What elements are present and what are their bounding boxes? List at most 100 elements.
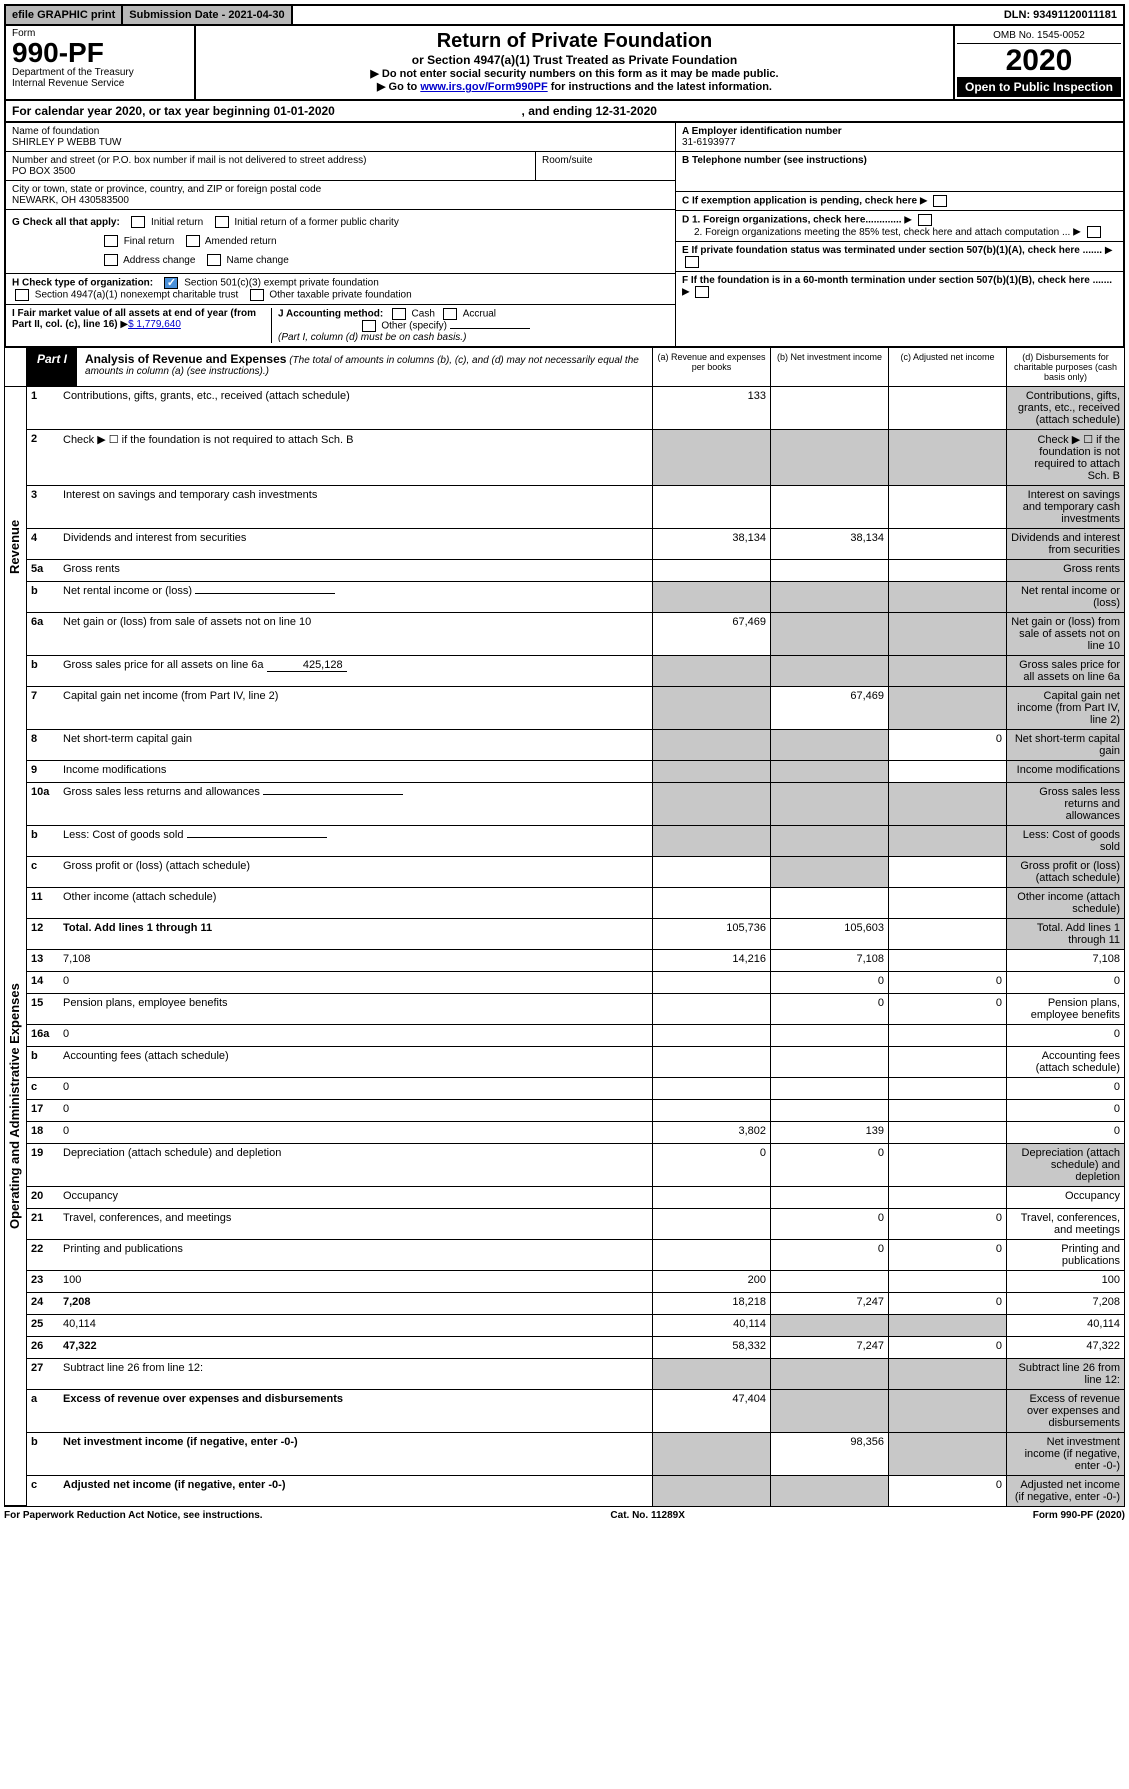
cell-b: 38,134 xyxy=(770,529,888,559)
checkbox-d1[interactable] xyxy=(918,214,932,226)
row-desc: Net gain or (loss) from sale of assets n… xyxy=(59,613,652,655)
checkbox-initial-return[interactable] xyxy=(131,216,145,228)
checkbox-c[interactable] xyxy=(933,195,947,207)
inline-field[interactable] xyxy=(187,837,327,838)
cell-c xyxy=(888,582,1006,612)
row-desc: Net investment income (if negative, ente… xyxy=(59,1433,652,1475)
table-row: 10aGross sales less returns and allowanc… xyxy=(27,783,1124,826)
checkbox-cash[interactable] xyxy=(392,308,406,320)
cell-b xyxy=(770,486,888,528)
e-label: E If private foundation status was termi… xyxy=(682,245,1102,256)
table-row: c00 xyxy=(27,1078,1124,1100)
i-value-link[interactable]: $ 1,779,640 xyxy=(128,319,181,330)
e-cell: E If private foundation status was termi… xyxy=(676,242,1123,272)
cell-a xyxy=(652,972,770,993)
cell-a xyxy=(652,1240,770,1270)
checkbox-accrual[interactable] xyxy=(443,308,457,320)
g-opt-4: Address change xyxy=(123,255,195,266)
j-other-field[interactable] xyxy=(450,328,530,329)
cell-d: Pension plans, employee benefits xyxy=(1006,994,1124,1024)
inline-field[interactable] xyxy=(195,593,335,594)
cell-d: 0 xyxy=(1006,1100,1124,1121)
cell-c xyxy=(888,950,1006,971)
efile-print-button[interactable]: efile GRAPHIC print xyxy=(6,6,123,24)
row-num: 12 xyxy=(27,919,59,949)
cell-a xyxy=(652,888,770,918)
checkbox-final-return[interactable] xyxy=(104,235,118,247)
row-desc: 7,108 xyxy=(59,950,652,971)
checkbox-4947[interactable] xyxy=(15,289,29,301)
cell-b: 0 xyxy=(770,1209,888,1239)
checkbox-other-taxable[interactable] xyxy=(250,289,264,301)
info-block: Name of foundation SHIRLEY P WEBB TUW Nu… xyxy=(4,123,1125,348)
cell-a xyxy=(652,656,770,686)
cell-d: Accounting fees (attach schedule) xyxy=(1006,1047,1124,1077)
h-opt-1: Section 501(c)(3) exempt private foundat… xyxy=(184,278,379,289)
row-num: 4 xyxy=(27,529,59,559)
cell-c: 0 xyxy=(888,1209,1006,1239)
cell-a: 47,404 xyxy=(652,1390,770,1432)
cell-a xyxy=(652,430,770,485)
checkbox-e[interactable] xyxy=(685,256,699,268)
checkbox-address-change[interactable] xyxy=(104,254,118,266)
g-opt-3: Amended return xyxy=(205,236,277,247)
checkbox-initial-former[interactable] xyxy=(215,216,229,228)
row-desc: Other income (attach schedule) xyxy=(59,888,652,918)
j-accrual: Accrual xyxy=(463,309,496,320)
cell-a xyxy=(652,994,770,1024)
g-label: G Check all that apply: xyxy=(12,217,120,228)
footer-left: For Paperwork Reduction Act Notice, see … xyxy=(4,1510,263,1521)
row-num: 16a xyxy=(27,1025,59,1046)
cell-d: Interest on savings and temporary cash i… xyxy=(1006,486,1124,528)
row-desc: 0 xyxy=(59,1122,652,1143)
inline-field[interactable] xyxy=(263,794,403,795)
cell-c xyxy=(888,1315,1006,1336)
cell-d: Gross sales less returns and allowances xyxy=(1006,783,1124,825)
col-b-head: (b) Net investment income xyxy=(770,348,888,386)
cell-c xyxy=(888,1025,1006,1046)
cell-a xyxy=(652,486,770,528)
cell-a xyxy=(652,730,770,760)
h-check-cell: H Check type of organization: Section 50… xyxy=(6,274,675,305)
table-row: 4Dividends and interest from securities3… xyxy=(27,529,1124,560)
checkbox-name-change[interactable] xyxy=(207,254,221,266)
cell-d: 7,108 xyxy=(1006,950,1124,971)
cell-b xyxy=(770,888,888,918)
irs-label: Internal Revenue Service xyxy=(12,78,188,89)
cell-b xyxy=(770,656,888,686)
checkbox-501c3[interactable] xyxy=(164,277,178,289)
cell-c xyxy=(888,1078,1006,1099)
cell-b xyxy=(770,857,888,887)
row-desc: Excess of revenue over expenses and disb… xyxy=(59,1390,652,1432)
checkbox-f[interactable] xyxy=(695,286,709,298)
row-num: 11 xyxy=(27,888,59,918)
part1-header: Part I Analysis of Revenue and Expenses … xyxy=(4,348,1125,387)
cell-a xyxy=(652,857,770,887)
cell-a xyxy=(652,1433,770,1475)
row-desc: Occupancy xyxy=(59,1187,652,1208)
table-row: 22Printing and publications00Printing an… xyxy=(27,1240,1124,1271)
table-row: 23100200100 xyxy=(27,1271,1124,1293)
table-row: bGross sales price for all assets on lin… xyxy=(27,656,1124,687)
footer: For Paperwork Reduction Act Notice, see … xyxy=(4,1507,1125,1524)
cell-a: 58,332 xyxy=(652,1337,770,1358)
cell-c xyxy=(888,687,1006,729)
table-row: 1803,8021390 xyxy=(27,1122,1124,1144)
row-desc: 7,208 xyxy=(59,1293,652,1314)
checkbox-other-method[interactable] xyxy=(362,320,376,332)
irs-link[interactable]: www.irs.gov/Form990PF xyxy=(420,81,547,93)
row-desc: Total. Add lines 1 through 11 xyxy=(59,919,652,949)
table-row: 8Net short-term capital gain0Net short-t… xyxy=(27,730,1124,761)
h-opt-2: Section 4947(a)(1) nonexempt charitable … xyxy=(35,290,238,301)
cell-d: 47,322 xyxy=(1006,1337,1124,1358)
cell-b xyxy=(770,1476,888,1506)
checkbox-d2[interactable] xyxy=(1087,226,1101,238)
footer-right: Form 990-PF (2020) xyxy=(1033,1510,1125,1521)
city-cell: City or town, state or province, country… xyxy=(6,181,675,210)
row-num: a xyxy=(27,1390,59,1432)
form-subtitle: or Section 4947(a)(1) Trust Treated as P… xyxy=(200,53,949,67)
row-num: 22 xyxy=(27,1240,59,1270)
checkbox-amended[interactable] xyxy=(186,235,200,247)
submission-date: Submission Date - 2021-04-30 xyxy=(123,6,292,24)
cell-a: 200 xyxy=(652,1271,770,1292)
